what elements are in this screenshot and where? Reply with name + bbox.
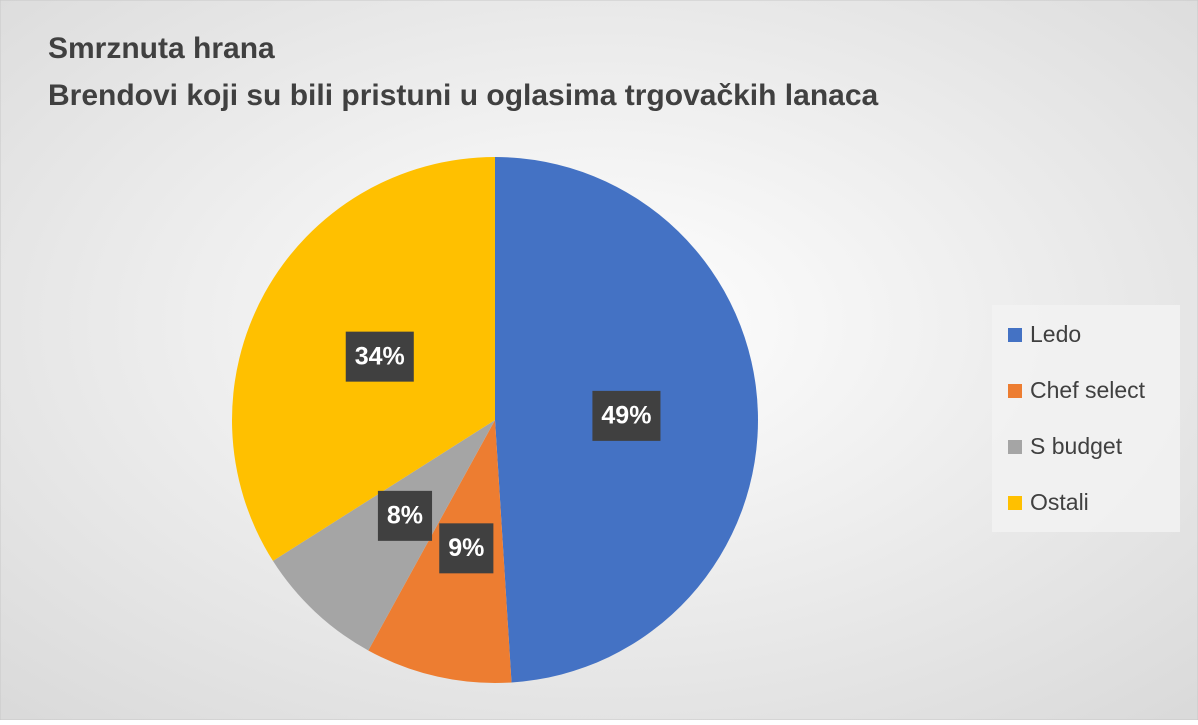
legend: Ledo Chef select S budget Ostali bbox=[1008, 321, 1146, 515]
legend-swatch bbox=[1008, 496, 1022, 510]
pie bbox=[231, 157, 758, 683]
data-label-box bbox=[377, 490, 433, 541]
legend-label: S budget bbox=[1030, 433, 1123, 459]
data-label: 34% bbox=[355, 342, 405, 370]
legend-label: Chef select bbox=[1030, 377, 1146, 403]
chart-title: Smrznuta hrana bbox=[48, 32, 275, 65]
legend-swatch bbox=[1008, 328, 1022, 342]
data-label: 8% bbox=[387, 501, 423, 529]
data-label-box bbox=[345, 331, 414, 382]
data-label-box bbox=[592, 390, 661, 441]
legend-label: Ostali bbox=[1030, 489, 1089, 515]
legend-box bbox=[992, 305, 1180, 532]
legend-swatch bbox=[1008, 384, 1022, 398]
data-labels: 49% 9% 8% 34% bbox=[345, 331, 661, 574]
data-label: 49% bbox=[601, 401, 651, 429]
legend-label: Ledo bbox=[1030, 321, 1081, 347]
data-label-box bbox=[439, 523, 494, 574]
chart-subtitle: Brendovi koji su bili pristuni u oglasim… bbox=[48, 79, 879, 112]
legend-swatch bbox=[1008, 440, 1022, 454]
data-label: 9% bbox=[448, 534, 484, 562]
